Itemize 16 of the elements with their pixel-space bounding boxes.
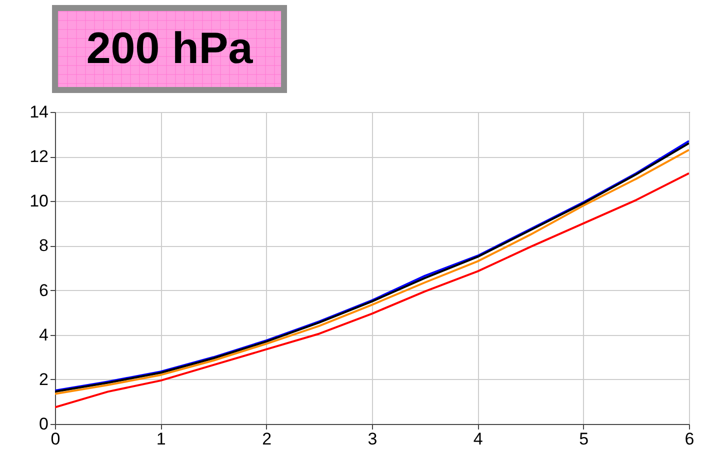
y-tick-label: 0 xyxy=(39,414,48,434)
x-tick-label: 3 xyxy=(368,430,378,448)
y-tick-label: 12 xyxy=(30,147,48,166)
x-tick-label: 1 xyxy=(156,430,166,448)
y-tick-label: 2 xyxy=(39,370,48,389)
y-tick-label: 10 xyxy=(30,192,48,211)
x-tick-label: 4 xyxy=(473,430,483,448)
chart-title: 200 hPa xyxy=(52,5,287,93)
y-tick-label: 14 xyxy=(30,102,48,122)
x-tick-label: 6 xyxy=(684,430,694,448)
x-tick-label: 2 xyxy=(262,430,272,448)
y-tick-label: 4 xyxy=(39,325,48,344)
y-tick-label: 6 xyxy=(39,280,48,300)
y-tick-label: 8 xyxy=(39,236,48,256)
x-tick-label: 0 xyxy=(50,430,60,448)
x-tick-label: 5 xyxy=(579,430,589,448)
